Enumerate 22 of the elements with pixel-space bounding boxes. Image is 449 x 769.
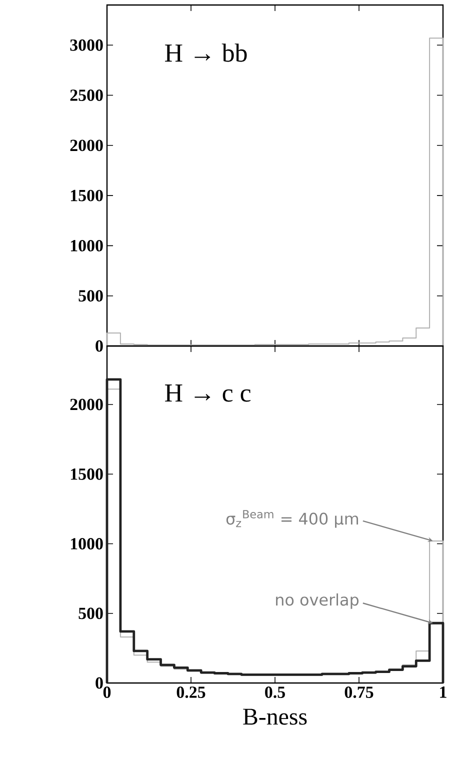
y-tick-label: 2000: [70, 140, 103, 152]
x-tick-label: 0.5: [265, 686, 285, 698]
y-tick-label: 2000: [70, 398, 103, 410]
y-tick-label: 500: [78, 290, 103, 302]
x-tick-label: 0.25: [176, 686, 206, 698]
text: H → bb: [165, 44, 247, 62]
y-tick-label: 1000: [70, 538, 103, 550]
x-tick-label: 0: [103, 686, 111, 698]
y-tick-label: 0: [96, 677, 103, 689]
x-tick-label: 1: [440, 686, 446, 698]
y-tick-label: 1500: [70, 468, 103, 480]
y-tick-label: 0: [96, 340, 103, 352]
x-tick-label: 0.75: [344, 686, 374, 698]
y-tick-label: 500: [78, 608, 103, 620]
x-axis-title: B-ness: [243, 708, 307, 725]
y-tick-label: 2500: [70, 90, 103, 101]
annotation: no overlap: [276, 593, 359, 609]
y-tick-label: 1000: [70, 240, 103, 252]
text: H → c c: [165, 384, 251, 402]
annotation: σ$_{z}$$^{Beam}$ = 400 μm: [226, 510, 358, 528]
y-tick-label: 1500: [70, 190, 103, 202]
y-tick-label: 3000: [70, 39, 103, 51]
